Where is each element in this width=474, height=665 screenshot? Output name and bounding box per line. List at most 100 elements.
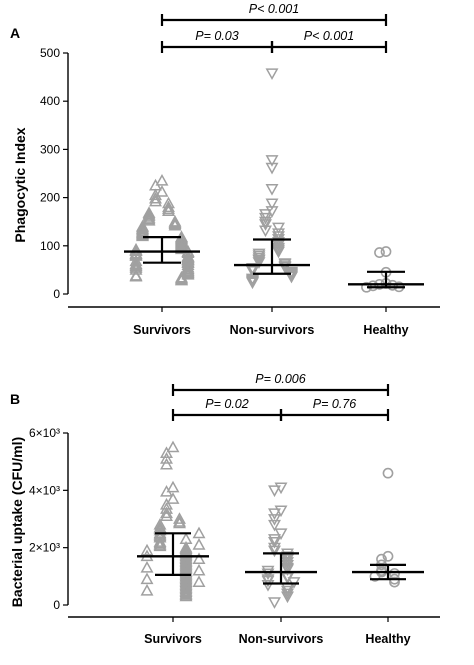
data-point — [259, 209, 272, 221]
data-point — [192, 575, 206, 587]
panel-b-summary-non-survivors — [245, 552, 317, 585]
data-point — [175, 273, 188, 286]
data-point — [162, 202, 175, 215]
data-point — [153, 539, 167, 552]
data-point — [265, 68, 279, 80]
data-point — [129, 263, 143, 275]
panel-a-y-tick-label: 0 — [53, 287, 60, 301]
category-label-healthy: Healthy — [365, 632, 410, 646]
data-point — [265, 198, 279, 211]
data-point — [268, 514, 281, 526]
data-point — [265, 162, 279, 175]
data-point — [162, 200, 175, 213]
panel-a-summary-survivors — [124, 236, 200, 264]
data-point — [268, 542, 281, 555]
panel-b-series-non-survivors — [261, 482, 301, 609]
panel-b-plot-area: 0 2×10³ 4×10³ 6×10³ Survivors Non-survivors He… — [29, 372, 440, 646]
panel-a-plot-area: 0 100 200 300 400 500 Survivors Non-survivors He… — [40, 2, 440, 337]
data-point — [367, 280, 379, 292]
panel-b-letter: B — [10, 391, 20, 407]
data-point — [259, 212, 272, 225]
panel-b-y-tick-label: 6×10³ — [29, 426, 60, 440]
data-point — [389, 576, 400, 588]
panel-b-series-survivors — [140, 440, 206, 602]
panel-a-y-tick-label: 300 — [40, 142, 60, 156]
data-point — [246, 277, 259, 290]
data-point — [160, 506, 173, 519]
data-point — [179, 589, 193, 602]
data-point — [129, 269, 143, 282]
data-point — [261, 580, 275, 592]
panel-a-y-tick-label: 200 — [40, 191, 60, 205]
data-point — [272, 244, 285, 257]
p-value-label: P< 0.001 — [304, 29, 354, 43]
data-point — [192, 526, 206, 539]
data-point — [252, 248, 266, 261]
data-point — [268, 508, 281, 521]
panel-a-comparison-bracket: P= 0.03 — [160, 29, 274, 53]
data-point — [281, 591, 294, 604]
data-point — [281, 588, 294, 601]
data-point — [281, 564, 294, 576]
data-point — [160, 457, 173, 470]
data-point — [252, 257, 266, 269]
data-point — [272, 231, 285, 243]
category-label-non-survivors: Non-survivors — [239, 632, 324, 646]
data-point — [268, 485, 281, 498]
panel-a-comparison-bracket: P< 0.001 — [160, 2, 388, 26]
data-point — [168, 218, 182, 231]
data-point — [261, 568, 275, 581]
data-point — [376, 553, 387, 565]
data-point — [149, 188, 162, 201]
data-point — [382, 550, 394, 562]
panel-a-y-axis-title: Phagocytic Index — [12, 127, 28, 242]
panel-b-y-tick-label: 0 — [53, 598, 60, 612]
data-point — [173, 512, 186, 524]
data-point — [162, 196, 175, 209]
data-point — [265, 184, 279, 196]
data-point — [192, 563, 206, 576]
data-point — [160, 502, 173, 514]
p-value-label: P= 0.02 — [205, 397, 248, 411]
data-point — [173, 516, 186, 529]
data-point — [268, 534, 281, 546]
data-point — [285, 271, 298, 284]
data-point — [140, 560, 154, 573]
data-point — [265, 155, 279, 167]
data-point — [192, 538, 206, 550]
data-point — [281, 551, 294, 564]
category-label-survivors: Survivors — [144, 632, 202, 646]
panel-a-series-survivors — [129, 173, 195, 286]
p-value-label: P= 0.76 — [313, 397, 356, 411]
data-point — [140, 572, 154, 585]
data-point — [162, 204, 175, 217]
panel-b-comparison-bracket: P= 0.76 — [279, 397, 390, 421]
data-point — [272, 246, 285, 259]
category-label-survivors: Survivors — [133, 323, 191, 337]
panel-b: B Bacterial uptake (CFU/ml) 0 2×10³ 4×10³ 6… — [9, 372, 440, 646]
panel-a-y-tick-label: 400 — [40, 94, 60, 108]
data-point — [192, 552, 206, 565]
data-point — [155, 185, 169, 197]
panel-b-y-tick-label: 4×10³ — [29, 483, 60, 497]
data-point — [160, 509, 173, 522]
panel-b-summary-healthy — [352, 563, 424, 581]
data-point — [166, 440, 180, 453]
data-point — [268, 597, 281, 609]
p-value-label: P< 0.001 — [249, 2, 299, 16]
data-point — [382, 467, 394, 479]
data-point — [272, 237, 285, 249]
panel-a-y-tick-label: 100 — [40, 239, 60, 253]
data-point — [140, 543, 154, 556]
data-point — [160, 452, 173, 464]
panel-b-y-axis-title: Bacterial uptake (CFU/ml) — [9, 437, 25, 607]
panel-b-y-tick-label: 2×10³ — [29, 541, 60, 555]
data-point — [246, 265, 259, 278]
data-point — [281, 557, 294, 569]
panel-a-comparison-bracket: P< 0.001 — [270, 29, 388, 53]
category-label-healthy: Healthy — [363, 323, 408, 337]
data-point — [272, 222, 285, 235]
data-point — [374, 247, 385, 258]
panel-b-series-healthy — [369, 467, 400, 588]
